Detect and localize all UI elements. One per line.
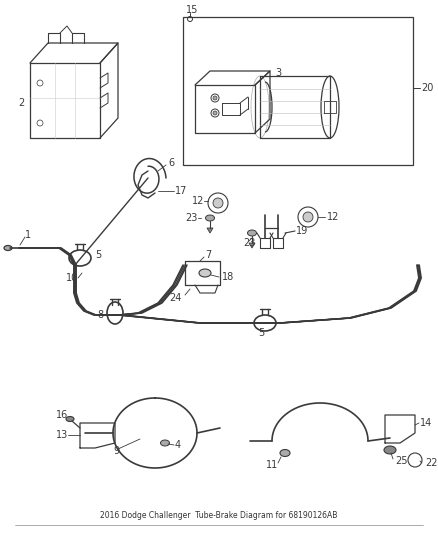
Text: 8: 8 xyxy=(97,310,103,320)
Text: 9: 9 xyxy=(113,446,119,456)
Text: 6: 6 xyxy=(168,158,174,168)
Text: 20: 20 xyxy=(421,83,433,93)
Ellipse shape xyxy=(280,449,290,456)
Text: 25: 25 xyxy=(395,456,407,466)
Ellipse shape xyxy=(384,446,396,454)
Text: 12: 12 xyxy=(192,196,204,206)
Text: 22: 22 xyxy=(425,458,438,468)
Text: 16: 16 xyxy=(56,410,68,420)
Text: 24: 24 xyxy=(170,293,182,303)
Text: 13: 13 xyxy=(56,430,68,440)
Text: 2: 2 xyxy=(18,98,24,108)
Ellipse shape xyxy=(199,269,211,277)
Circle shape xyxy=(213,96,217,100)
Text: 12: 12 xyxy=(327,212,339,222)
Ellipse shape xyxy=(4,246,12,251)
Text: 14: 14 xyxy=(420,418,432,428)
Text: 4: 4 xyxy=(175,440,181,450)
Text: 23: 23 xyxy=(243,238,255,248)
Circle shape xyxy=(213,111,217,115)
Ellipse shape xyxy=(247,230,257,236)
Text: 19: 19 xyxy=(296,226,308,236)
Circle shape xyxy=(213,198,223,208)
Polygon shape xyxy=(249,243,255,248)
Circle shape xyxy=(303,212,313,222)
Text: 18: 18 xyxy=(222,272,234,282)
Text: 11: 11 xyxy=(266,460,278,470)
Text: 5: 5 xyxy=(95,250,101,260)
Text: 3: 3 xyxy=(275,68,281,78)
Text: 17: 17 xyxy=(175,186,187,196)
Text: 15: 15 xyxy=(186,5,198,15)
Text: 2016 Dodge Challenger  Tube-Brake Diagram for 68190126AB: 2016 Dodge Challenger Tube-Brake Diagram… xyxy=(100,511,338,520)
Ellipse shape xyxy=(205,215,215,221)
Polygon shape xyxy=(207,228,213,233)
Ellipse shape xyxy=(66,416,74,422)
Bar xyxy=(183,17,413,165)
Text: 1: 1 xyxy=(25,230,31,240)
Text: 5: 5 xyxy=(258,328,264,338)
Text: 7: 7 xyxy=(205,250,211,260)
Text: 23: 23 xyxy=(186,213,198,223)
Ellipse shape xyxy=(160,440,170,446)
Text: 10: 10 xyxy=(66,273,78,283)
